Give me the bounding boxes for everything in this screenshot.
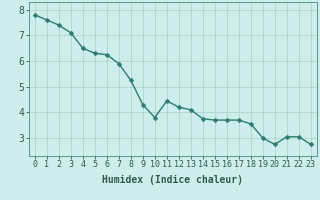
- X-axis label: Humidex (Indice chaleur): Humidex (Indice chaleur): [102, 175, 243, 185]
